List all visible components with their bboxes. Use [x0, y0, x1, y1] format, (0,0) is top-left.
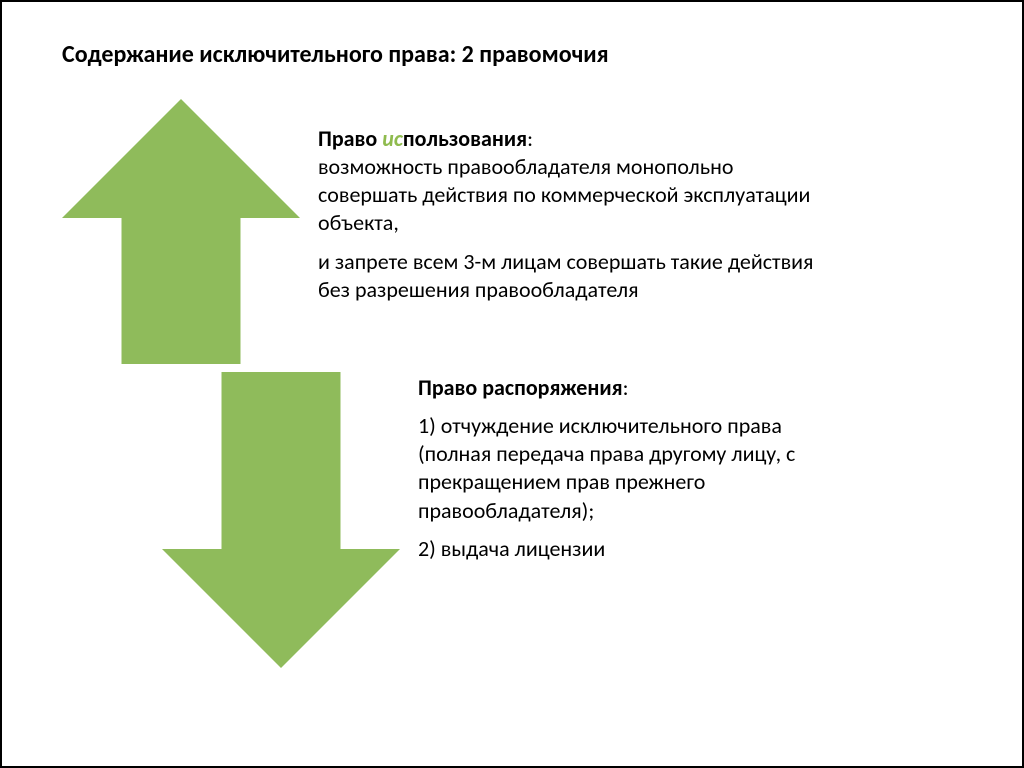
disposal-heading-line: Право распоряжения: — [418, 374, 870, 402]
page-title: Содержание исключительного права: 2 прав… — [62, 40, 962, 69]
row-usage: Право использования: возможность правооб… — [62, 99, 962, 364]
usage-colon: : — [527, 125, 533, 152]
usage-label-em: ис — [382, 125, 403, 152]
slide: Содержание исключительного права: 2 прав… — [0, 0, 1024, 768]
arrow-up-wrap — [62, 99, 300, 364]
arrow-down-icon — [162, 372, 400, 668]
arrow-down-wrap — [162, 372, 400, 668]
disposal-label: Право распоряжения — [418, 374, 623, 401]
usage-paragraph-2: и запрете всем 3-м лицам совершать такие… — [318, 248, 820, 304]
usage-heading-line: Право использования: возможность правооб… — [318, 125, 820, 238]
disposal-paragraph-2: 2) выдача лицензии — [418, 535, 870, 563]
usage-label-prefix: Право — [318, 125, 382, 152]
disposal-text: Право распоряжения: 1) отчуждение исключ… — [400, 372, 870, 563]
disposal-p1a: 1) отчуждение исключительного права — [418, 412, 782, 439]
usage-label-suffix: пользования — [403, 125, 527, 152]
disposal-p1b: (полная передача права другому лицу, с п… — [418, 440, 795, 523]
disposal-colon: : — [623, 374, 629, 401]
arrow-up-icon — [62, 99, 300, 364]
usage-text: Право использования: возможность правооб… — [300, 99, 820, 304]
usage-paragraph-1: возможность правообладателя монопольно с… — [318, 153, 810, 236]
disposal-paragraph-1: 1) отчуждение исключительного права (пол… — [418, 412, 870, 525]
row-disposal: Право распоряжения: 1) отчуждение исключ… — [162, 372, 962, 668]
